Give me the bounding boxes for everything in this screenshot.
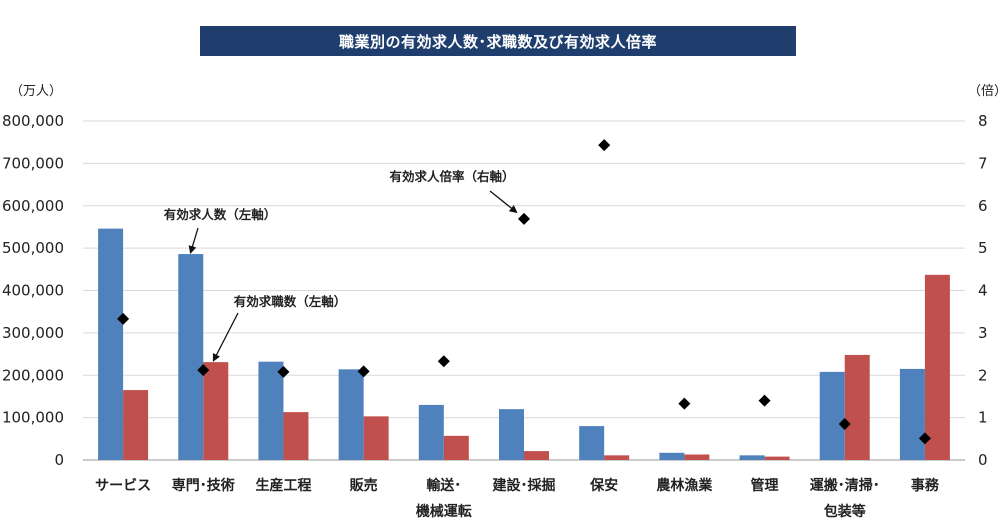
- bar-job-seekers: [443, 435, 469, 460]
- ratio-marker: [357, 365, 370, 378]
- ratio-marker: [758, 394, 771, 407]
- bar-job-seekers: [283, 412, 309, 460]
- bar-job-openings: [338, 369, 364, 460]
- ratio-marker: [277, 365, 290, 378]
- bar-job-seekers: [684, 454, 710, 460]
- y-right-tick-label: 3: [978, 324, 988, 342]
- bar-job-openings: [258, 361, 284, 460]
- x-category-label: 包装等: [824, 503, 866, 520]
- y-right-tick-label: 6: [978, 197, 988, 215]
- ratio-marker: [117, 312, 130, 325]
- x-axis-labels: サービス 専門･技術 生産工程 販売 輸送･ 機械運転 建設･採掘 保安 農林漁業 管理 運搬･清掃…: [95, 477, 940, 520]
- bar-job-seekers: [604, 455, 630, 460]
- x-category-label: 農林漁業: [656, 477, 713, 494]
- y-axis-right: 0 1 2 3 4 5 6 7 8: [978, 112, 988, 469]
- y-left-unit: （万人）: [10, 84, 62, 99]
- ratio-markers: [117, 139, 931, 445]
- bar-job-seekers: [123, 390, 149, 460]
- ratio-marker: [197, 364, 210, 377]
- bar-job-openings: [819, 371, 845, 460]
- y-right-tick-label: 5: [978, 239, 988, 257]
- y-right-tick-label: 1: [978, 409, 988, 427]
- y-left-tick-label: 300,000: [2, 324, 64, 342]
- x-category-label: 事務: [911, 477, 940, 494]
- annotations: 有効求人数（左軸） 有効求職数（左軸） 有効求人倍率（右軸）: [164, 169, 518, 362]
- annotation-label: 有効求人倍率（右軸）: [389, 169, 514, 184]
- bars: [98, 228, 950, 460]
- bar-job-openings: [98, 228, 124, 460]
- bar-job-seekers: [363, 416, 389, 460]
- bar-job-openings: [739, 455, 765, 460]
- ratio-marker: [437, 355, 450, 368]
- bar-job-openings: [499, 409, 524, 460]
- x-category-label: 生産工程: [255, 477, 311, 494]
- bar-job-seekers: [844, 354, 870, 460]
- bar-job-seekers: [524, 451, 549, 460]
- ratio-marker: [838, 417, 851, 430]
- x-category-label: 専門･技術: [172, 477, 235, 494]
- ratio-marker: [518, 212, 530, 225]
- ratio-marker: [918, 432, 931, 445]
- bar-job-openings: [579, 426, 605, 460]
- y-right-tick-label: 4: [978, 282, 988, 300]
- y-left-tick-label: 400,000: [2, 282, 64, 300]
- y-left-tick-label: 200,000: [2, 366, 64, 384]
- bar-job-seekers: [764, 456, 790, 460]
- y-axis-left: 0 100,000 200,000 300,000 400,000 500,000 600,…: [2, 112, 64, 469]
- bar-job-openings: [659, 452, 685, 460]
- x-category-label: 運搬･清掃･: [810, 477, 880, 494]
- annotation-label: 有効求職数（左軸）: [234, 294, 347, 309]
- y-left-tick-label: 700,000: [2, 154, 64, 172]
- bar-job-openings: [178, 254, 204, 460]
- ratio-marker: [678, 397, 691, 410]
- bar-job-openings: [899, 368, 925, 460]
- chart-title: 職業別の有効求人数･求職数及び有効求人倍率: [200, 26, 796, 56]
- y-right-tick-label: 7: [978, 154, 988, 172]
- x-category-label: 建設･採掘: [493, 477, 556, 494]
- x-category-label: 機械運転: [416, 503, 472, 520]
- x-category-label: 輸送･: [426, 477, 461, 494]
- x-category-label: 販売: [350, 477, 378, 494]
- y-left-tick-label: 600,000: [2, 197, 64, 215]
- y-left-tick-label: 500,000: [2, 239, 64, 257]
- y-left-tick-label: 100,000: [2, 409, 64, 427]
- y-right-tick-label: 8: [978, 112, 988, 130]
- annotation-arrow: [188, 227, 199, 254]
- x-category-label: 管理: [751, 477, 779, 494]
- annotation-label: 有効求人数（左軸）: [164, 207, 277, 222]
- y-right-tick-label: 0: [978, 451, 988, 469]
- bar-job-seekers: [203, 362, 229, 460]
- bar-job-openings: [418, 404, 444, 460]
- y-left-tick-label: 0: [54, 451, 64, 469]
- annotation-arrow: [489, 190, 518, 214]
- annotation-arrow: [212, 312, 239, 362]
- y-right-unit: （倍）: [968, 84, 1000, 99]
- y-right-tick-label: 2: [978, 366, 988, 384]
- x-category-label: 保安: [589, 477, 618, 494]
- ratio-marker: [598, 139, 611, 152]
- bar-job-seekers: [924, 274, 950, 460]
- x-category-label: サービス: [95, 478, 151, 494]
- y-left-tick-label: 800,000: [2, 112, 64, 130]
